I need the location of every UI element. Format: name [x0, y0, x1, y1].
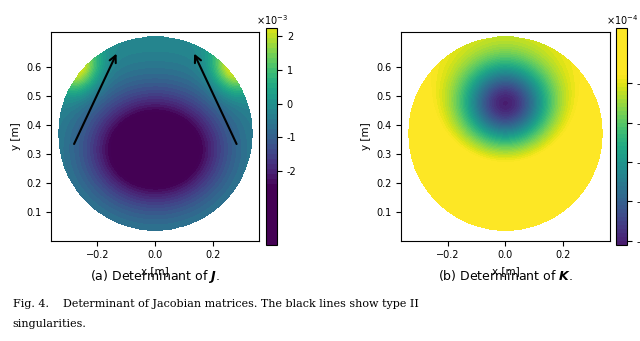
- X-axis label: x [m]: x [m]: [492, 266, 519, 276]
- Y-axis label: y [m]: y [m]: [361, 122, 371, 150]
- Title: $\times10^{-4}$: $\times10^{-4}$: [605, 13, 638, 27]
- Text: Fig. 4.    Determinant of Jacobian matrices. The black lines show type II: Fig. 4. Determinant of Jacobian matrices…: [13, 299, 419, 309]
- Text: (b) Determinant of $\boldsymbol{K}$.: (b) Determinant of $\boldsymbol{K}$.: [438, 268, 573, 283]
- Text: (a) Determinant of $\boldsymbol{J}$.: (a) Determinant of $\boldsymbol{J}$.: [90, 268, 220, 285]
- Title: $\times10^{-3}$: $\times10^{-3}$: [255, 13, 288, 27]
- X-axis label: x [m]: x [m]: [141, 266, 169, 276]
- Text: singularities.: singularities.: [13, 320, 86, 329]
- Y-axis label: y [m]: y [m]: [10, 122, 20, 150]
